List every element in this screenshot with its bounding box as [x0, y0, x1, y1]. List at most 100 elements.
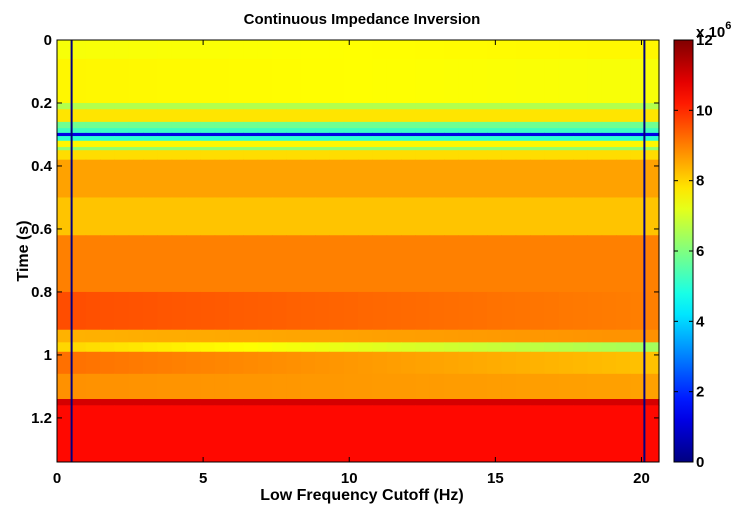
heatmap-cell — [300, 150, 316, 161]
heatmap-cell — [601, 373, 617, 400]
heatmap-cell — [243, 109, 259, 123]
heatmap-cell — [429, 58, 445, 104]
heatmap-cell — [429, 291, 445, 331]
heatmap-cell — [257, 40, 273, 60]
heatmap-cell — [214, 121, 230, 129]
heatmap-cell — [257, 235, 273, 293]
heatmap-cell — [372, 159, 388, 198]
heatmap-cell — [372, 373, 388, 400]
heatmap-cell — [458, 351, 474, 375]
heatmap-cell — [200, 40, 216, 60]
heatmap-cell — [444, 405, 459, 463]
heatmap-cell — [114, 150, 130, 161]
heatmap-cell — [286, 109, 302, 123]
heatmap-cell — [401, 291, 416, 331]
heatmap-cell — [71, 351, 87, 375]
heatmap-cell — [573, 121, 588, 129]
heatmap-cell — [558, 140, 574, 148]
heatmap-cell — [501, 197, 517, 236]
heatmap-cell — [401, 140, 416, 148]
heatmap-cell — [200, 351, 216, 375]
heatmap-cell — [257, 329, 273, 343]
heatmap-cell — [644, 159, 660, 198]
heatmap-cell — [300, 159, 316, 198]
heatmap-cell — [386, 121, 402, 129]
heatmap-cell — [329, 197, 345, 236]
heatmap-cell — [644, 128, 660, 134]
heatmap-cell — [157, 102, 173, 110]
heatmap-cell — [114, 109, 130, 123]
heatmap-cell — [300, 405, 316, 463]
heatmap-cell — [458, 405, 474, 463]
heatmap-cell — [229, 132, 244, 137]
heatmap-cell — [272, 197, 287, 236]
heatmap-cell — [114, 405, 130, 463]
heatmap-cell — [530, 197, 545, 236]
chart-title: Continuous Impedance Inversion — [244, 11, 481, 28]
heatmap-cell — [444, 147, 459, 151]
heatmap-cell — [401, 58, 416, 104]
heatmap-cell — [444, 329, 459, 343]
heatmap-cell — [329, 405, 345, 463]
heatmap-cell — [515, 40, 531, 60]
heatmap-cell — [429, 373, 445, 400]
heatmap-cell — [358, 399, 373, 406]
heatmap-cell — [644, 102, 660, 110]
colorbar-ticks: 0 2 4 6 8 10 12 — [674, 32, 713, 471]
heatmap-cell — [286, 128, 302, 134]
heatmap-cell — [114, 399, 130, 406]
heatmap-cell — [343, 147, 359, 151]
heatmap-cell — [415, 132, 431, 137]
heatmap-cell — [243, 235, 259, 293]
heatmap-cell — [171, 197, 187, 236]
heatmap-cell — [57, 121, 72, 129]
heatmap-cell — [300, 40, 316, 60]
heatmap-cell — [515, 140, 531, 148]
heatmap-cell — [329, 128, 345, 134]
heatmap-cell — [372, 132, 388, 137]
heatmap-cell — [616, 40, 631, 60]
heatmap-cell — [386, 132, 402, 137]
heatmap-cell — [343, 197, 359, 236]
heatmap-cell — [71, 150, 87, 161]
heatmap-cell — [630, 147, 646, 151]
heatmap-cell — [544, 351, 560, 375]
heatmap-cell — [386, 140, 402, 148]
heatmap-cell — [171, 329, 187, 343]
heatmap-cell — [530, 109, 545, 123]
heatmap-cell — [544, 197, 560, 236]
heatmap-cell — [558, 150, 574, 161]
heatmap-cell — [114, 147, 130, 151]
heatmap-cell — [601, 291, 617, 331]
heatmap-cell — [57, 405, 72, 463]
heatmap-cell — [630, 121, 646, 129]
heatmap-cell — [128, 235, 144, 293]
heatmap-cell — [487, 102, 502, 110]
heatmap-cell — [601, 121, 617, 129]
heatmap-cell — [85, 351, 101, 375]
heatmap-cell — [329, 342, 345, 353]
heatmap-cell — [515, 128, 531, 134]
heatmap-cell — [143, 329, 158, 343]
heatmap-cell — [200, 132, 216, 137]
heatmap-cell — [630, 405, 646, 463]
heatmap-cell — [315, 140, 330, 148]
heatmap-cell — [530, 159, 545, 198]
heatmap-cell — [573, 40, 588, 60]
heatmap-cell — [558, 128, 574, 134]
heatmap-cell — [329, 40, 345, 60]
heatmap-cell — [501, 109, 517, 123]
heatmap-cell — [458, 140, 474, 148]
heatmap-cell — [229, 40, 244, 60]
heatmap-cell — [444, 291, 459, 331]
heatmap-cell — [257, 147, 273, 151]
heatmap-cell — [558, 399, 574, 406]
heatmap-cell — [329, 291, 345, 331]
heatmap-cell — [501, 291, 517, 331]
heatmap-cell — [644, 373, 660, 400]
heatmap-cell — [544, 102, 560, 110]
heatmap-cell — [286, 102, 302, 110]
heatmap-cell — [186, 159, 201, 198]
heatmap-cell — [429, 399, 445, 406]
